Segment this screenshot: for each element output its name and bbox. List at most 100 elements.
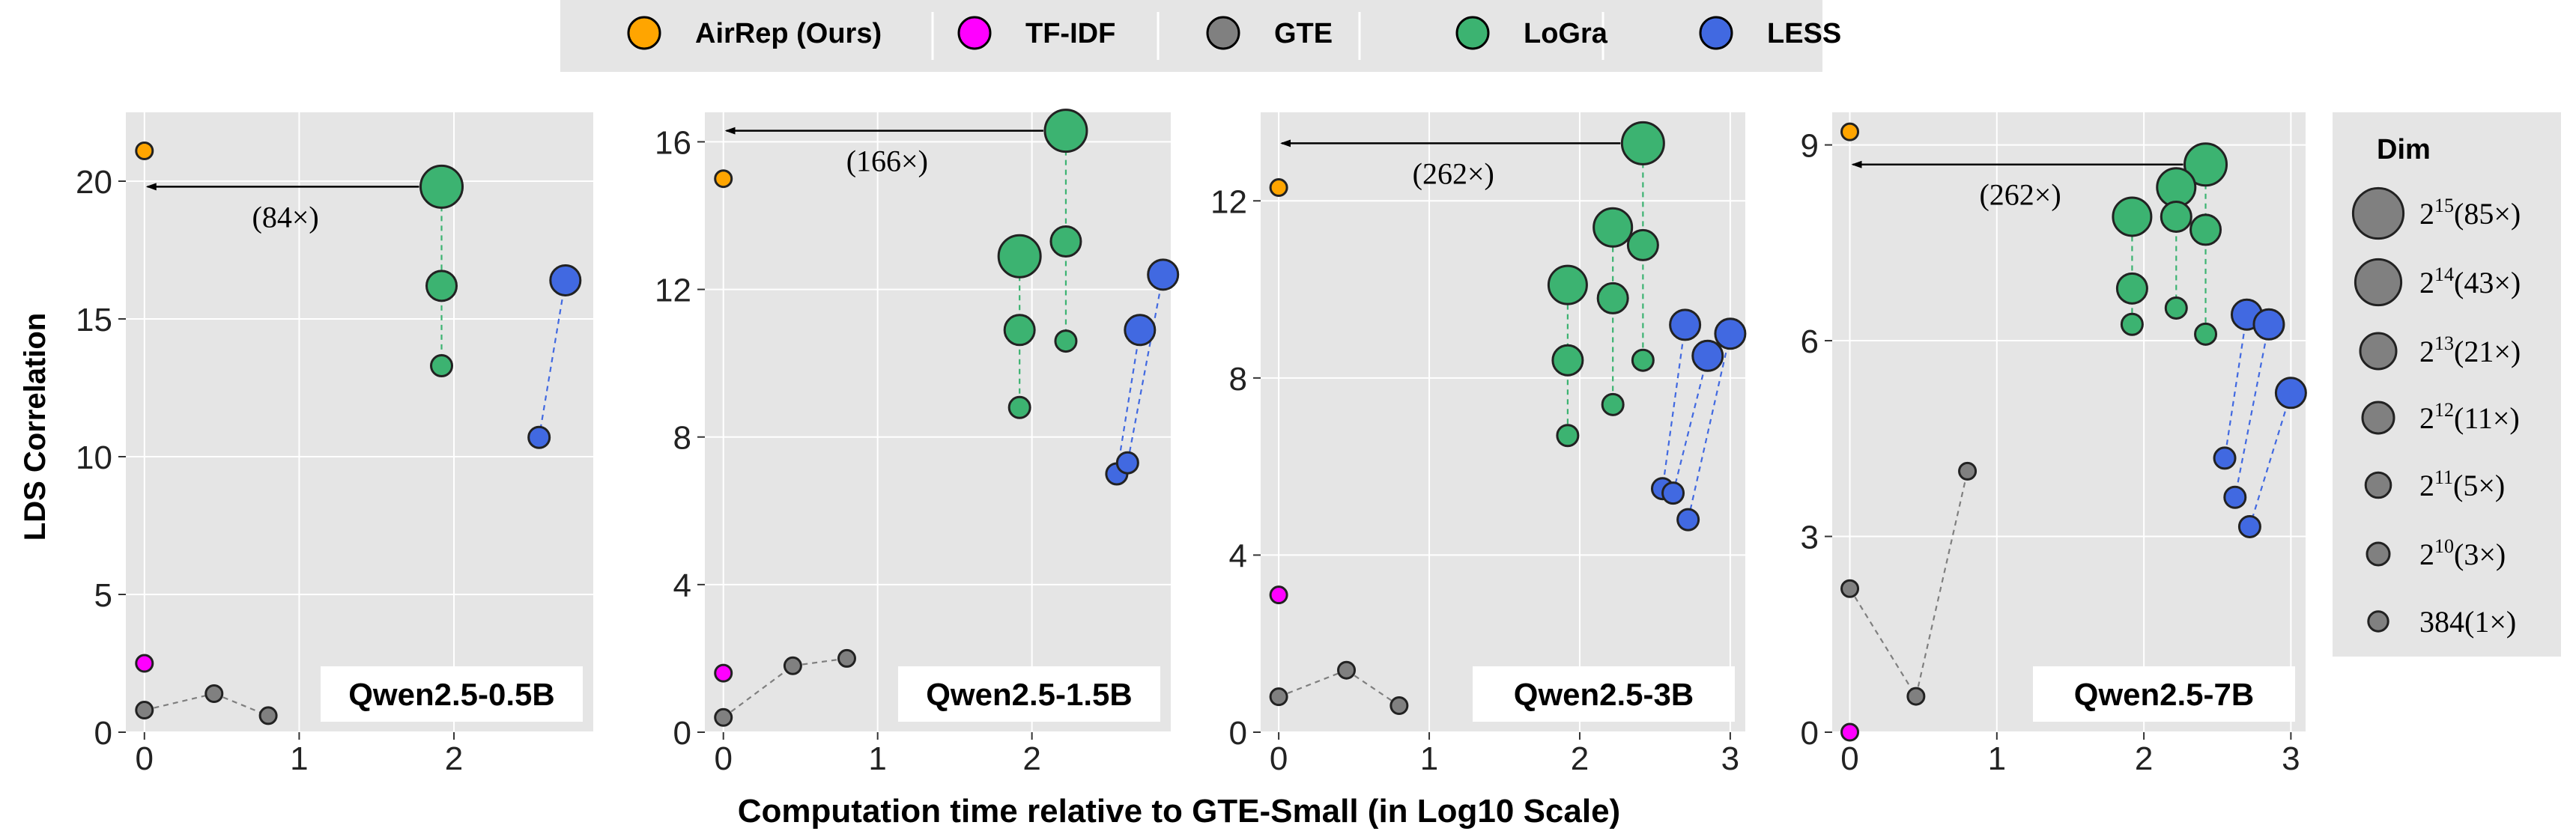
size-legend-label: 212(11×) bbox=[2419, 399, 2520, 435]
point-gte bbox=[1389, 696, 1409, 716]
point-airrep-ours bbox=[714, 169, 733, 189]
x-axis-label: Computation time relative to GTE-Small (… bbox=[738, 793, 1620, 830]
point-logra bbox=[2160, 200, 2192, 233]
legend-item-airrep-ours: AirRep (Ours) bbox=[627, 16, 882, 50]
legend-item-logra: LoGra bbox=[1455, 16, 1608, 50]
point-gte bbox=[204, 684, 224, 703]
point-less bbox=[1115, 451, 1139, 475]
point-tf-idf bbox=[714, 663, 733, 683]
speedup-label: (262×) bbox=[1979, 178, 2061, 212]
point-logra bbox=[1551, 344, 1584, 377]
size-legend-marker bbox=[2367, 610, 2389, 633]
size-legend-item: 210(3×) bbox=[2366, 535, 2506, 571]
legend-item-less: LESS bbox=[1699, 16, 1841, 50]
point-logra bbox=[2112, 196, 2153, 237]
point-logra bbox=[1043, 109, 1088, 153]
point-logra bbox=[1596, 281, 1629, 314]
panel-title: Qwen2.5-0.5B bbox=[348, 677, 554, 712]
point-less bbox=[2237, 514, 2261, 538]
size-legend-item: 211(5×) bbox=[2364, 466, 2505, 502]
point-less bbox=[1714, 317, 1747, 350]
point-less bbox=[2252, 308, 2285, 341]
x-tick-label: 0 bbox=[714, 740, 732, 777]
point-logra bbox=[419, 164, 464, 209]
point-logra bbox=[425, 270, 458, 302]
y-tick-label: 4 bbox=[673, 567, 691, 604]
size-legend-title: Dim bbox=[2377, 134, 2431, 165]
legend-marker bbox=[627, 16, 661, 50]
size-legend-marker bbox=[2351, 186, 2405, 240]
panel-title-box bbox=[1473, 666, 1735, 722]
size-legend-label: 211(5×) bbox=[2419, 466, 2505, 502]
point-logra bbox=[2120, 312, 2144, 336]
point-logra bbox=[1556, 424, 1580, 448]
x-tick-label: 0 bbox=[136, 740, 154, 777]
x-tick-label: 2 bbox=[445, 740, 463, 777]
point-airrep-ours bbox=[135, 141, 154, 161]
point-logra bbox=[2183, 142, 2228, 187]
point-gte bbox=[783, 656, 802, 675]
legend-label: LoGra bbox=[1524, 18, 1608, 49]
point-logra bbox=[2189, 213, 2222, 246]
x-tick-label: 1 bbox=[868, 740, 886, 777]
point-gte bbox=[258, 706, 278, 725]
connector-line-less bbox=[1661, 324, 1686, 489]
x-tick-label: 2 bbox=[1022, 740, 1040, 777]
point-logra bbox=[1547, 264, 1588, 305]
point-tf-idf bbox=[1840, 722, 1860, 742]
legend-label: LESS bbox=[1767, 18, 1841, 49]
speedup-label: (84×) bbox=[252, 200, 319, 234]
legend-marker bbox=[1206, 16, 1240, 50]
connector-line-less bbox=[1127, 274, 1164, 463]
panel-title: Qwen2.5-1.5B bbox=[926, 677, 1132, 712]
legend-item-tf-idf: TF-IDF bbox=[957, 16, 1115, 50]
point-logra bbox=[1007, 395, 1031, 419]
point-logra bbox=[1592, 207, 1634, 248]
y-tick-label: 8 bbox=[1229, 361, 1247, 398]
y-tick-label: 10 bbox=[76, 439, 112, 476]
point-logra bbox=[430, 354, 454, 378]
size-legend-label: 213(21×) bbox=[2419, 332, 2521, 368]
connector-line-gte bbox=[144, 693, 215, 711]
connector-line-gte bbox=[213, 693, 269, 716]
y-tick-label: 9 bbox=[1801, 128, 1819, 165]
y-tick-label: 4 bbox=[1229, 538, 1247, 574]
point-logra bbox=[2115, 272, 2148, 305]
size-legend-label: 210(3×) bbox=[2419, 535, 2506, 571]
legend-label: GTE bbox=[1274, 18, 1333, 49]
y-tick-label: 12 bbox=[1210, 183, 1247, 220]
size-legend-marker bbox=[2354, 258, 2403, 307]
connector-line-less bbox=[1115, 329, 1141, 475]
connector-line-gte bbox=[723, 665, 794, 719]
plot-area bbox=[1832, 112, 2306, 732]
point-logra bbox=[1054, 329, 1078, 353]
x-tick-label: 0 bbox=[1840, 740, 1858, 777]
legend-label: AirRep (Ours) bbox=[695, 18, 882, 49]
legend-marker bbox=[957, 16, 992, 50]
plot-area bbox=[705, 112, 1171, 732]
panel-4: 0 1 2 3 0 3 6 9 (262×) Qwen2.5-7B bbox=[1801, 112, 2307, 777]
legend-label: TF-IDF bbox=[1025, 18, 1115, 49]
point-tf-idf bbox=[135, 654, 154, 673]
legend-box bbox=[560, 0, 1822, 72]
x-tick-label: 1 bbox=[1420, 740, 1438, 777]
point-gte bbox=[714, 707, 733, 727]
point-logra bbox=[1626, 228, 1659, 261]
size-legend: Dim 215(85×) 214(43×) 213(21×) 212(11×) 211(5… bbox=[2333, 112, 2561, 657]
point-less bbox=[1661, 481, 1685, 505]
size-legend-label: 215(85×) bbox=[2419, 195, 2521, 231]
size-legend-marker bbox=[2359, 332, 2398, 371]
point-logra bbox=[1631, 348, 1655, 372]
y-tick-label: 16 bbox=[655, 124, 691, 161]
y-tick-label: 0 bbox=[94, 715, 112, 752]
series-legend: AirRep (Ours) TF-IDF GTE LoGra LESS bbox=[560, 0, 1841, 72]
x-tick-label: 2 bbox=[1571, 740, 1589, 777]
y-tick-label: 20 bbox=[76, 164, 112, 201]
point-less bbox=[527, 425, 551, 449]
speedup-label: (166×) bbox=[846, 144, 928, 178]
y-tick-label: 15 bbox=[76, 302, 112, 338]
point-logra bbox=[1003, 314, 1036, 347]
